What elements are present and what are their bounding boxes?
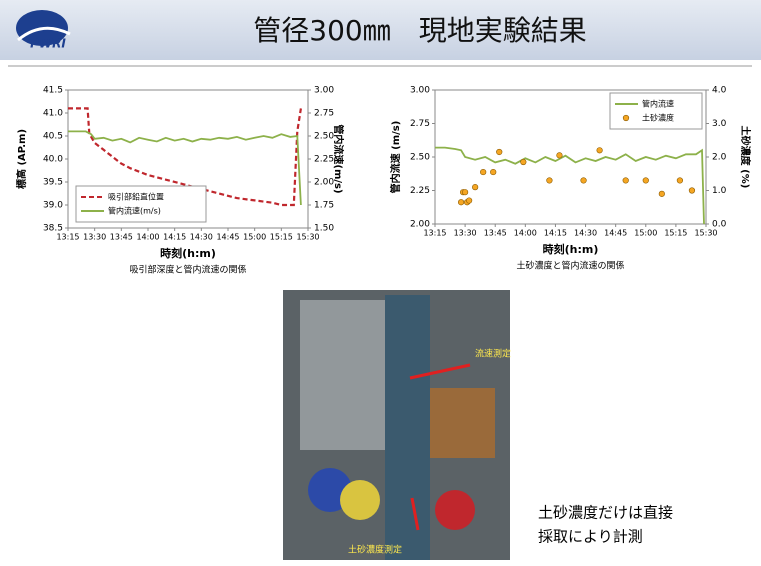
header-band: [0, 0, 761, 60]
photo-water: [300, 300, 390, 450]
x-tick-label: 14:15: [544, 229, 567, 238]
legend-box: [609, 92, 703, 130]
charts: 38.539.039.540.040.541.041.51.501.752.00…: [15, 86, 752, 276]
note-line: 土砂濃度だけは直接: [538, 504, 673, 522]
legend-box: [75, 185, 207, 223]
legend-label: 管内流速(m/s): [108, 206, 161, 216]
y2-tick-label: 2.0: [712, 153, 727, 163]
x-tick-label: 13:45: [484, 229, 507, 238]
photo-pipe: [385, 295, 430, 560]
x-axis-label: 時刻(h:m): [160, 246, 216, 260]
scatter-point: [556, 152, 563, 159]
y-tick-label: 40.0: [43, 155, 63, 165]
y2-axis-label: 管内流速(m/s): [332, 124, 345, 193]
y-tick-label: 40.5: [43, 132, 63, 142]
scatter-point: [596, 147, 603, 154]
scatter-point: [688, 187, 696, 194]
x-tick-label: 13:45: [110, 233, 133, 242]
scatter-point: [462, 189, 469, 196]
y2-tick-label: 2.50: [314, 132, 334, 142]
x-tick-label: 15:00: [243, 233, 266, 242]
scatter-point: [457, 199, 465, 206]
logo-text: PWRI: [30, 37, 66, 51]
slide-title: 管径300㎜ 現地実験結果: [253, 14, 586, 47]
x-tick-label: 13:30: [83, 233, 106, 242]
scatter-point: [496, 148, 503, 156]
photo-worker: [340, 480, 380, 520]
y2-tick-label: 1.50: [314, 224, 334, 234]
legend-swatch: [622, 114, 630, 122]
y2-tick-label: 2.25: [314, 155, 334, 165]
y2-tick-label: 3.0: [712, 119, 727, 129]
series-line: [68, 107, 302, 207]
y2-tick-label: 0.0: [712, 220, 727, 230]
y2-tick-label: 4.0: [712, 86, 727, 96]
x-tick-label: 14:45: [604, 229, 627, 238]
scatter-point: [520, 158, 527, 166]
scatter-point: [490, 168, 497, 176]
photo-board: [425, 388, 495, 458]
scatter-point: [546, 177, 553, 184]
y-axis-label: 管内流速 (m/s): [389, 121, 402, 194]
caption: 吸引部深度と管内流速の関係: [129, 264, 246, 276]
arrow: [410, 497, 420, 531]
x-tick-label: 13:30: [454, 229, 477, 238]
x-tick-label: 14:00: [136, 233, 159, 242]
y-tick-label: 38.5: [43, 224, 63, 234]
y2-axis-label: 土砂濃度 (%): [739, 126, 752, 189]
note-line: 採取により計測: [538, 528, 643, 546]
scatter-point: [580, 177, 587, 184]
logo-swoosh: [17, 26, 71, 42]
series-line: [68, 130, 302, 206]
y-tick-label: 39.5: [43, 178, 63, 188]
legend-label: 吸引部鉛直位置: [108, 192, 164, 202]
x-tick-label: 15:30: [694, 229, 717, 238]
y-tick-label: 2.50: [410, 153, 430, 163]
y-tick-label: 3.00: [410, 86, 430, 96]
x-tick-label: 14:30: [574, 229, 597, 238]
y-tick-label: 2.75: [410, 119, 430, 129]
scatter-point: [472, 184, 479, 191]
scatter-point: [642, 177, 649, 184]
y2-tick-label: 1.75: [314, 201, 334, 211]
y2-tick-label: 3.00: [314, 86, 334, 96]
y-tick-label: 41.5: [43, 86, 63, 96]
arrow: [409, 363, 471, 380]
y2-tick-label: 2.00: [314, 178, 334, 188]
y-axis-label: 標高 (AP.m): [15, 129, 28, 189]
y-tick-label: 39.0: [43, 201, 63, 211]
scatter-point: [466, 197, 473, 204]
x-tick-label: 14:30: [190, 233, 213, 242]
scatter-point: [676, 177, 684, 184]
x-tick-label: 14:45: [216, 233, 239, 242]
y-tick-label: 41.0: [43, 109, 63, 119]
x-tick-label: 13:15: [423, 229, 446, 238]
y-tick-label: 2.00: [410, 220, 430, 230]
y2-tick-label: 2.75: [314, 109, 334, 119]
y-tick-label: 2.25: [410, 186, 430, 196]
legend-label: 管内流速: [642, 99, 674, 109]
y2-tick-label: 1.0: [712, 186, 727, 196]
scatter-point: [480, 168, 487, 176]
x-tick-label: 15:15: [664, 229, 687, 238]
photo-label: 流速測定: [475, 348, 511, 360]
x-axis-label: 時刻(h:m): [543, 242, 599, 256]
caption: 土砂濃度と管内流速の関係: [516, 260, 624, 272]
x-tick-label: 13:15: [56, 233, 79, 242]
series-line: [435, 146, 705, 225]
x-tick-label: 15:00: [634, 229, 657, 238]
x-tick-label: 15:15: [270, 233, 293, 242]
scatter-point: [622, 177, 629, 184]
scatter-point: [658, 190, 665, 197]
x-tick-label: 14:15: [163, 233, 186, 242]
legend-label: 土砂濃度: [642, 113, 674, 123]
photo-label: 土砂濃度測定: [348, 544, 402, 556]
photo-worker: [435, 490, 475, 530]
x-tick-label: 14:00: [514, 229, 537, 238]
x-tick-label: 15:30: [296, 233, 319, 242]
